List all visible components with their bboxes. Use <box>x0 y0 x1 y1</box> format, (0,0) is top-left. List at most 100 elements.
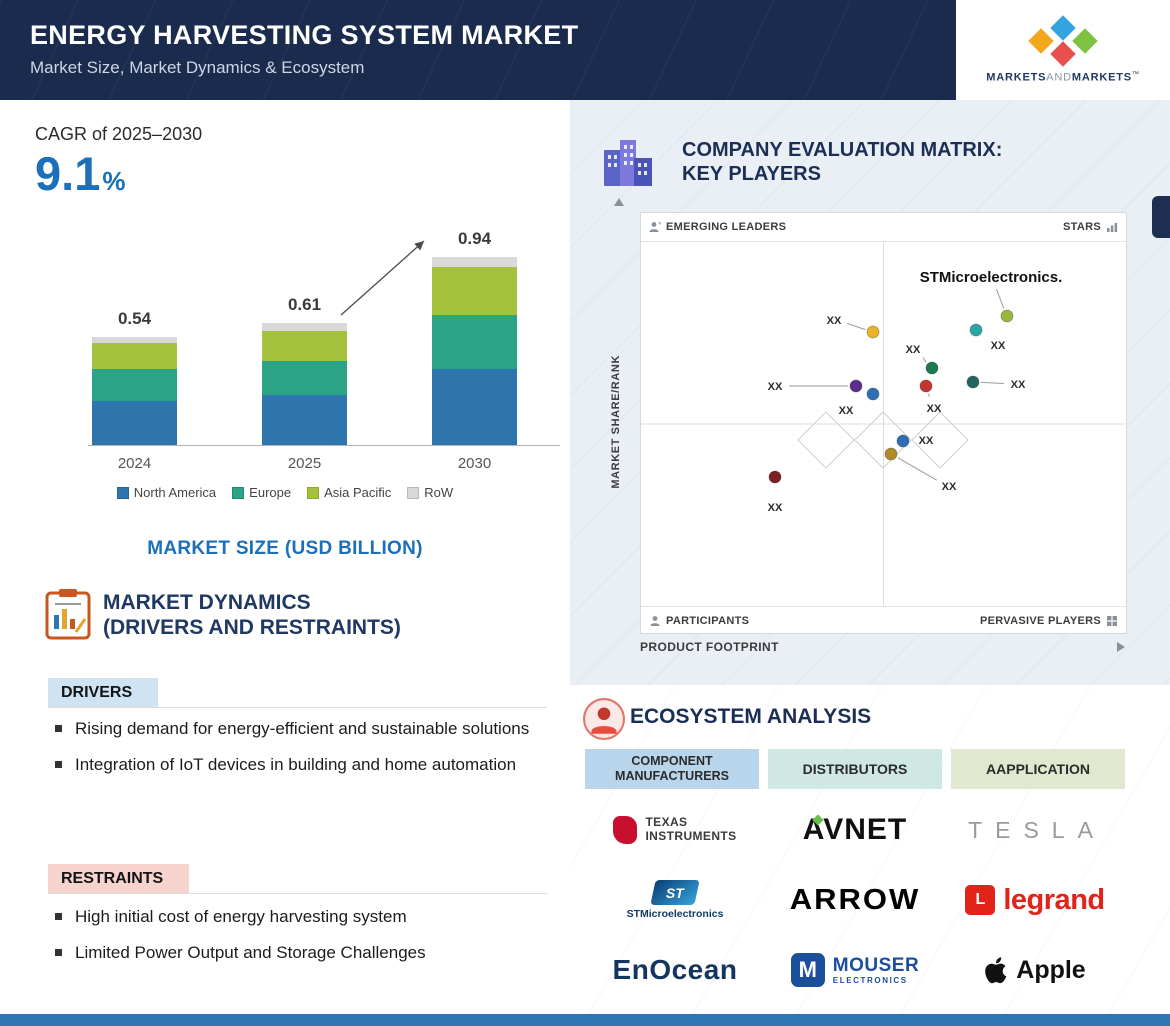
bar-value-label: 0.61 <box>287 295 322 314</box>
market-dynamics-title: MARKET DYNAMICS (DRIVERS AND RESTRAINTS) <box>103 591 401 640</box>
svg-text:XX: XX <box>919 435 934 447</box>
svg-text:XX: XX <box>827 315 842 327</box>
segment-europe <box>92 369 177 401</box>
clipboard-chart-icon <box>45 588 91 640</box>
apple-wordmark: Apple <box>1016 955 1086 984</box>
svg-text:XX: XX <box>906 344 921 356</box>
legend-swatch <box>116 486 129 499</box>
participants-icon <box>650 615 660 626</box>
ecosystem-title: ECOSYSTEM ANALYSIS <box>630 705 872 728</box>
segment-europe <box>432 315 517 369</box>
legend-item-north-america: North America <box>116 485 217 500</box>
left-panel: CAGR of 2025–2030 9.1% 0.54 2024 0.61 2025 0… <box>0 100 570 1014</box>
svg-text:STMicroelectronics.: STMicroelectronics. <box>920 269 1063 286</box>
svg-text:XX: XX <box>927 403 942 415</box>
footer-bar <box>0 1014 1170 1026</box>
segment-row <box>432 257 517 267</box>
decorative-tab <box>1152 196 1170 238</box>
pervasive-players-icon <box>1107 615 1117 626</box>
drivers-label: DRIVERS <box>48 678 159 707</box>
apple-icon <box>985 956 1007 983</box>
segment-asia-pacific <box>92 343 177 369</box>
header-bar: ENERGY HARVESTING SYSTEM MARKET Market S… <box>0 0 1170 100</box>
quadrant-top-left: EMERGING LEADERS <box>649 221 786 233</box>
company-evaluation-matrix: EMERGING LEADERS STARS XX STMicroelectron… <box>640 212 1127 634</box>
stacked-bar-2030 <box>432 257 517 445</box>
segment-north-america <box>262 395 347 445</box>
x-axis-tick-label: 2030 <box>457 455 492 472</box>
emerging-leaders-icon <box>649 222 661 232</box>
ti-wordmark: TEXAS INSTRUMENTS <box>645 815 737 843</box>
ecosystem-column-component-manufacturers: COMPONENT MANUFACTURERS <box>585 749 759 789</box>
legend-label: Asia Pacific <box>324 485 392 500</box>
x-axis-tick-label: 2024 <box>117 455 152 472</box>
cagr-value: 9.1% <box>35 147 126 200</box>
tesla-wordmark: TESLA <box>968 816 1106 843</box>
person-circle-icon <box>583 698 625 740</box>
legend-item-europe: Europe <box>232 485 291 500</box>
legend-label: RoW <box>424 485 454 500</box>
chart-title: MARKET SIZE (USD BILLION) <box>147 538 423 559</box>
quadrant-top-right: STARS <box>1063 221 1118 233</box>
svg-text:XX: XX <box>768 381 783 393</box>
ecosystem-logo-grid: TEXAS INSTRUMENTS AVNET TESLA ST STMicroelect… <box>585 795 1125 1005</box>
restraints-header: RESTRAINTS <box>48 864 547 894</box>
arrow-logo: ARROW <box>790 882 921 918</box>
legend-label: Europe <box>249 485 292 500</box>
legend-swatch <box>232 486 245 499</box>
chart-legend: North America Europe Asia Pacific RoW <box>35 485 535 500</box>
cagr-label: CAGR of 2025–2030 <box>35 124 203 144</box>
segment-europe <box>262 361 347 395</box>
legrand-mark-icon: L <box>965 885 996 915</box>
ecosystem-column-distributors: DISTRIBUTORS <box>768 749 942 789</box>
segment-north-america <box>92 401 177 445</box>
drivers-header: DRIVERS <box>48 678 547 708</box>
marketsandmarkets-diamonds-icon <box>1025 14 1101 67</box>
svg-text:XX: XX <box>991 340 1006 352</box>
x-axis-arrow-icon <box>1117 642 1125 652</box>
restraints-label: RESTRAINTS <box>48 864 190 893</box>
page-title: ENERGY HARVESTING SYSTEM MARKET <box>30 20 579 50</box>
legend-item-asia-pacific: Asia Pacific <box>307 485 391 500</box>
tesla-logo: TESLA <box>964 817 1106 844</box>
x-axis-tick-label: 2025 <box>287 455 322 472</box>
evaluation-scatter: XX STMicroelectronics. XX XX XX XX XX XX XX XX XX <box>641 242 1126 606</box>
restraint-item: Limited Power Output and Storage Challen… <box>55 942 547 964</box>
drivers-list: Rising demand for energy-efficient and s… <box>55 718 547 791</box>
mouser-sub-label: ELECTRONICS <box>832 975 908 985</box>
segment-asia-pacific <box>432 267 517 315</box>
stacked-bar-2025 <box>262 323 347 445</box>
mouser-wordmark: MOUSER <box>832 954 920 976</box>
bar-value-label: 0.94 <box>457 229 492 248</box>
diamond-red-icon <box>1050 40 1076 67</box>
page-subtitle: Market Size, Market Dynamics & Ecosystem <box>30 58 365 77</box>
stmicroelectronics-logo: ST STMicroelectronics <box>626 880 724 920</box>
ti-mark-icon <box>613 816 638 844</box>
texas-instruments-logo: TEXAS INSTRUMENTS <box>613 815 737 844</box>
x-axis-label: PRODUCT FOOTPRINT <box>640 640 779 654</box>
st-wordmark: STMicroelectronics <box>626 908 724 920</box>
quadrant-bottom-right: PERVASIVE PLAYERS <box>980 615 1118 627</box>
legend-item-row: RoW <box>407 485 453 500</box>
segment-asia-pacific <box>262 331 347 361</box>
segment-row <box>262 323 347 331</box>
ecosystem-column-headers: COMPONENT MANUFACTURERS DISTRIBUTORS AAPPL… <box>585 749 1125 789</box>
mouser-mark-icon: M <box>790 953 825 987</box>
driver-item: Integration of IoT devices in building a… <box>55 754 547 776</box>
y-axis-arrow-icon <box>614 198 624 206</box>
quadrant-bottom-left: PARTICIPANTS <box>649 615 749 627</box>
segment-row <box>92 337 177 343</box>
company-evaluation-section: COMPANY EVALUATION MATRIX: KEY PLAYERS M… <box>570 100 1170 685</box>
diamond-blue-icon <box>1050 14 1076 41</box>
right-panel: COMPANY EVALUATION MATRIX: KEY PLAYERS M… <box>570 100 1170 1014</box>
stacked-bar-2024 <box>92 337 177 445</box>
svg-text:XX: XX <box>1011 379 1026 391</box>
svg-text:XX: XX <box>839 405 854 417</box>
enocean-logo: EnOcean <box>613 954 738 986</box>
bar-value-label: 0.54 <box>117 309 152 328</box>
svg-text:XX: XX <box>768 502 783 514</box>
legend-label: North America <box>133 485 217 500</box>
restraints-list: High initial cost of energy harvesting s… <box>55 906 547 979</box>
